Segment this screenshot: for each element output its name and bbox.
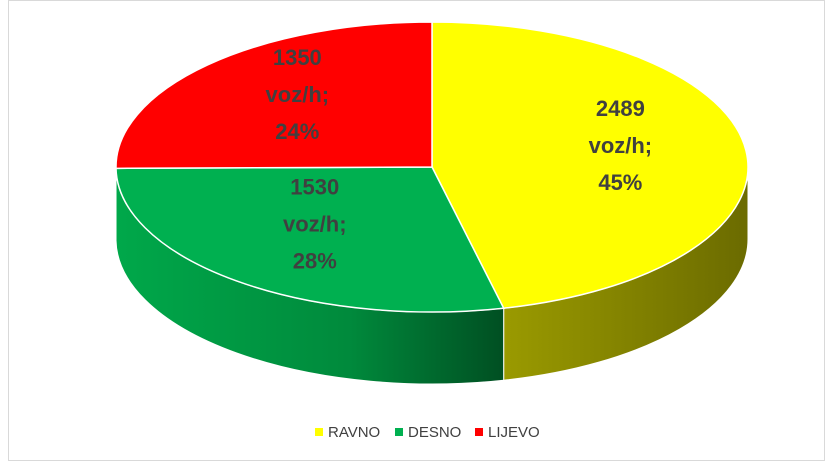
legend-swatch: [475, 428, 483, 436]
legend-label: LIJEVO: [488, 424, 540, 441]
slice: [115, 21, 433, 170]
data-label: 1350 voz/h; 24%: [266, 45, 330, 144]
slice: [115, 166, 505, 313]
slice: [431, 21, 749, 310]
legend-swatch: [395, 428, 403, 436]
data-label: 2489 voz/h; 45%: [589, 96, 653, 195]
legend-swatch: [315, 428, 323, 436]
legend-label: RAVNO: [328, 424, 380, 441]
data-label: 1530 voz/h; 28%: [283, 174, 347, 273]
legend-label: DESNO: [408, 424, 461, 441]
